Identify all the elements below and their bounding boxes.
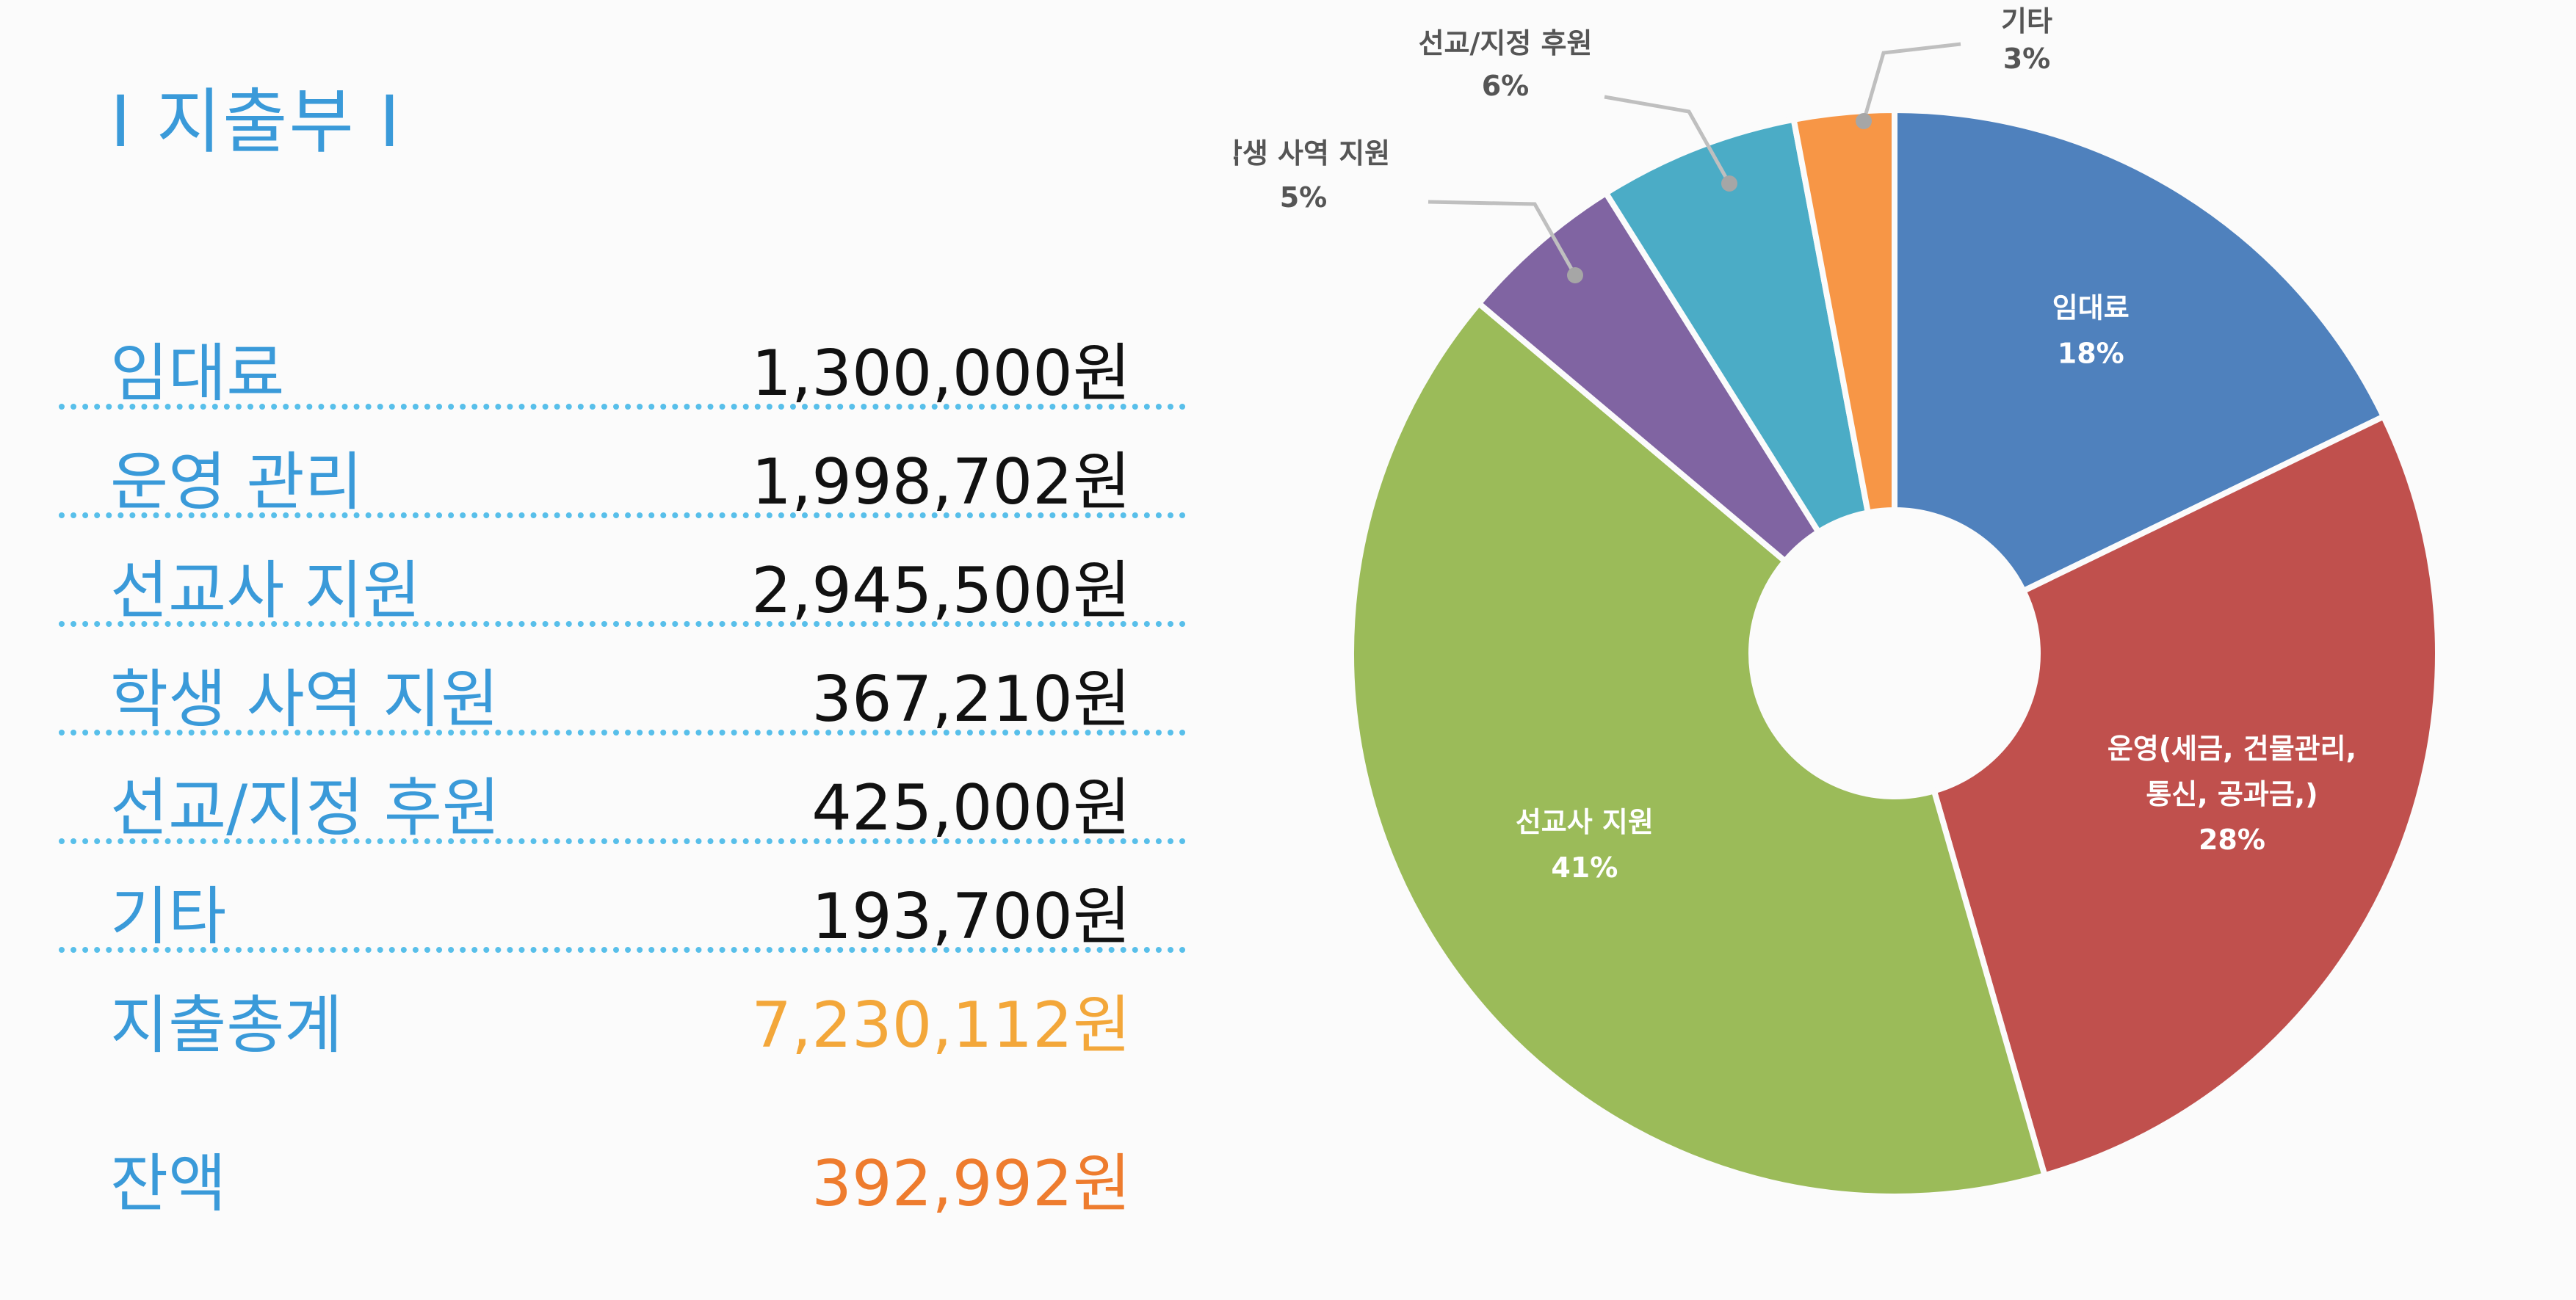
leader-dot <box>1856 113 1872 129</box>
expense-label: 선교/지정 후원 <box>110 771 501 845</box>
expense-amount: 367,210원 <box>811 663 1131 736</box>
expense-label: 기타 <box>110 880 227 954</box>
expense-amount: 1,998,702원 <box>751 446 1131 519</box>
expense-total-row: 지출총계 7,230,112원 <box>59 953 1186 1062</box>
slice-percent-label: 3% <box>2003 43 2051 75</box>
pie-slice <box>1602 116 1872 537</box>
leader-line <box>1428 200 1577 277</box>
slice-percent-label: 6% <box>1482 70 1530 102</box>
page-title: I 지출부 I <box>110 81 402 163</box>
slice-name-label: 학생 사역 지원 <box>1234 137 1390 170</box>
slice-percent-label: 5% <box>1280 181 1328 214</box>
pie-slice <box>1348 299 2049 1199</box>
leader-dot <box>1721 175 1737 192</box>
balance-amount: 392,992원 <box>811 1147 1131 1221</box>
slice-name-label: 운영(세금, 건물관리, <box>2108 733 2356 765</box>
expense-label: 임대료 <box>110 337 285 410</box>
expense-amount: 1,300,000원 <box>751 337 1131 410</box>
expense-ledger: 임대료 1,300,000원 운영 관리 1,998,702원 선교사 지원 2… <box>59 301 1186 1221</box>
slice-name-label: 기타 <box>2001 5 2052 37</box>
leader-line <box>1604 95 1732 185</box>
expense-row-designated-support: 선교/지정 후원 425,000원 <box>59 736 1186 845</box>
total-label: 지출총계 <box>110 989 343 1062</box>
expense-row-other: 기타 193,700원 <box>59 844 1186 954</box>
total-amount: 7,230,112원 <box>751 989 1131 1062</box>
leader-line <box>1862 42 1961 122</box>
pie-slice <box>1790 106 1897 517</box>
pie-slice <box>1475 189 1823 566</box>
pie-slice <box>1930 413 2441 1180</box>
slice-percent-label: 28% <box>2199 824 2265 856</box>
expense-amount: 2,945,500원 <box>751 554 1131 628</box>
slice-name-label: 통신, 공과금,) <box>2146 778 2318 810</box>
expense-label: 학생 사역 지원 <box>110 663 499 736</box>
balance-label: 잔액 <box>110 1147 227 1221</box>
expense-label: 선교사 지원 <box>110 554 421 628</box>
expense-row-operations: 운영 관리 1,998,702원 <box>59 410 1186 519</box>
expense-amount: 193,700원 <box>811 880 1131 954</box>
pie-slice <box>1892 106 2388 595</box>
balance-row: 잔액 392,992원 <box>59 1111 1186 1221</box>
expense-amount: 425,000원 <box>811 771 1131 845</box>
slice-name-label: 선교/지정 후원 <box>1419 27 1593 59</box>
slice-name-label: 임대료 <box>2052 292 2130 324</box>
expense-row-student-ministry: 학생 사역 지원 367,210원 <box>59 627 1186 736</box>
expense-donut-chart: 임대료 18% 운영(세금, 건물관리, 통신, 공과금,) 28% 선교사 지원 41% 학… <box>1234 5 2441 1199</box>
expense-row-missionary: 선교사 지원 2,945,500원 <box>59 518 1186 628</box>
slice-percent-label: 18% <box>2058 338 2124 370</box>
slice-percent-label: 41% <box>1551 851 1618 884</box>
expense-label: 운영 관리 <box>110 446 363 519</box>
slice-name-label: 선교사 지원 <box>1516 806 1654 838</box>
expense-row-rent: 임대료 1,300,000원 <box>59 301 1186 410</box>
leader-dot <box>1567 267 1583 283</box>
